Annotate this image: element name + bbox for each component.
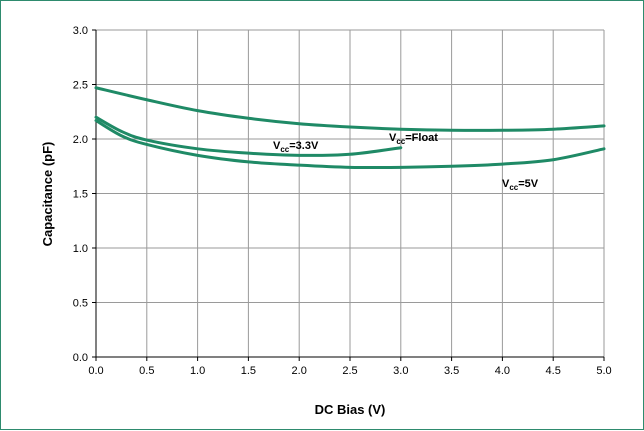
series-label-vcc-5v: Vcc=5V (502, 178, 539, 192)
x-tick-label: 1.0 (190, 365, 205, 377)
x-axis-title: DC Bias (V) (315, 402, 386, 417)
x-tick-label: 3.0 (393, 365, 408, 377)
y-tick-labels: 0.0 0.5 1.0 1.5 2.0 2.5 3.0 (73, 25, 88, 364)
x-tick-label: 4.0 (495, 365, 510, 377)
x-tick-label: 4.5 (546, 365, 561, 377)
series-label-subscript: cc (396, 137, 405, 146)
x-tick-label: 5.0 (596, 365, 611, 377)
series-label-vcc-3-3v: Vcc=3.3V (273, 140, 319, 154)
series-label-subscript: cc (280, 145, 289, 154)
x-tick-labels: 0.0 0.5 1.0 1.5 2.0 2.5 3.0 3.5 4.0 4.5 5.0 (88, 365, 611, 377)
y-axis-title: Capacitance (pF) (40, 142, 55, 247)
y-tick-label: 0.0 (73, 352, 88, 364)
series-label-subscript: cc (509, 183, 518, 192)
y-tick-label: 2.5 (73, 80, 88, 92)
x-tick-label: 0.0 (88, 365, 103, 377)
y-tick-label: 3.0 (73, 25, 88, 37)
series-lines (94, 86, 606, 170)
x-tick-label: 1.5 (241, 365, 256, 377)
series-line-vcc-5v (94, 118, 606, 170)
series-line-vcc-3-3v (94, 115, 403, 157)
series-label-main: V (389, 132, 397, 144)
x-tick-label: 2.0 (292, 365, 307, 377)
series-label-text: =Float (405, 132, 438, 144)
x-tick-label: 0.5 (139, 365, 154, 377)
series-label-text: =5V (518, 178, 539, 190)
x-tick-label: 2.5 (342, 365, 357, 377)
x-tick-label: 3.5 (444, 365, 459, 377)
y-tick-label: 0.5 (73, 298, 88, 310)
series-label-text: =3.3V (289, 140, 319, 152)
series-line-vcc-float (94, 86, 606, 132)
series-label-vcc-float: Vcc=Float (389, 132, 438, 146)
y-tick-label: 1.0 (73, 243, 88, 255)
y-tick-label: 2.0 (73, 134, 88, 146)
grid-lines (92, 29, 605, 361)
series-label-main: V (273, 140, 281, 152)
series-label-main: V (502, 178, 510, 190)
y-tick-label: 1.5 (73, 189, 88, 201)
